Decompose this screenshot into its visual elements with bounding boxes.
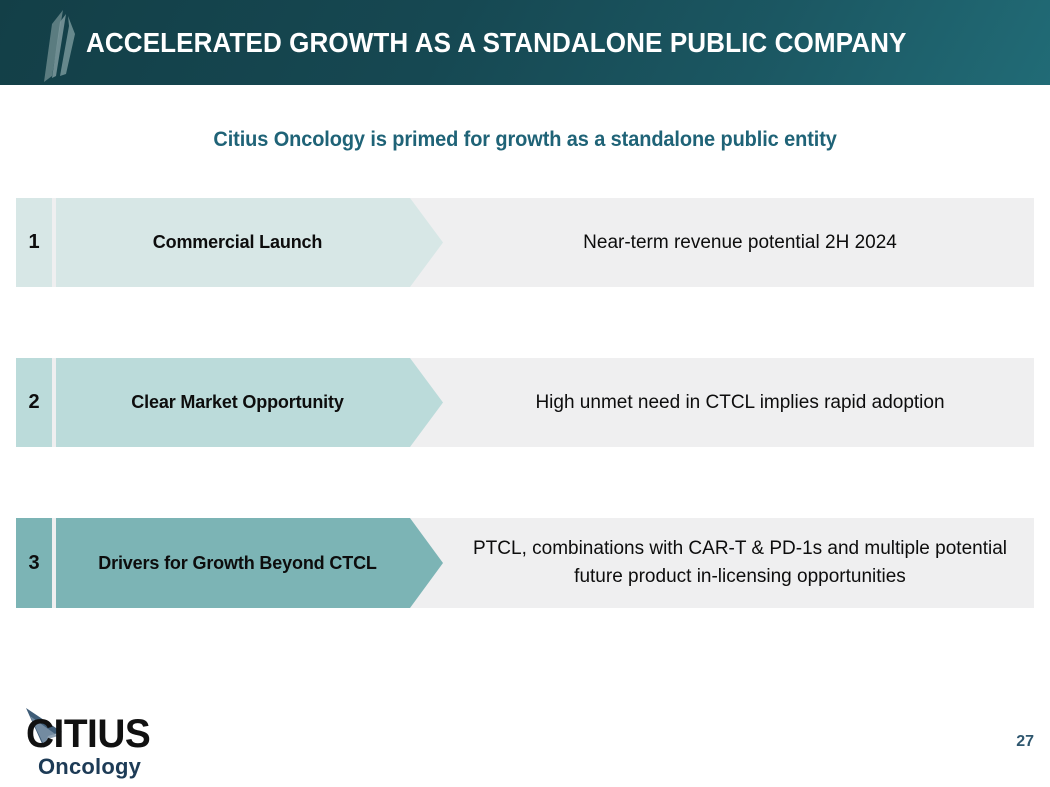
row-description: High unmet need in CTCL implies rapid ad… [535, 391, 945, 413]
row-description: Near-term revenue potential 2H 2024 [583, 231, 897, 253]
slide-header: ACCELERATED GROWTH AS A STANDALONE PUBLI… [0, 0, 1050, 85]
citius-feather-mark-icon [44, 10, 75, 82]
row-chevron-shape: Drivers for Growth Beyond CTCL [56, 518, 443, 608]
content-row: 1 Commercial Launch Near-term revenue po… [16, 198, 1034, 287]
row-title-label: Clear Market Opportunity [131, 392, 344, 412]
row-number-box: 2 [16, 358, 52, 447]
content-row: 2 Clear Market Opportunity High unmet ne… [16, 358, 1034, 447]
row-number-box: 1 [16, 198, 52, 287]
row-number-label: 2 [28, 391, 40, 413]
footer-brand-name: CITIUS [26, 712, 151, 756]
row-description: PTCL, combinations with CAR-T & PD-1s an… [473, 538, 1007, 587]
row-chevron-shape: Commercial Launch [56, 198, 443, 287]
row-title-label: Commercial Launch [152, 232, 323, 252]
row-title-label: Drivers for Growth Beyond CTCL [98, 552, 377, 573]
row-chevron-shape: Clear Market Opportunity [56, 358, 443, 447]
content-row: 3 Drivers for Growth Beyond CTCL PTCL, c… [16, 518, 1034, 608]
citius-swoosh-icon [26, 708, 62, 748]
row-number-label: 1 [28, 231, 40, 253]
footer-brand-sub: Oncology [38, 754, 142, 779]
row-number-box: 3 [16, 518, 52, 608]
page-title: ACCELERATED GROWTH AS A STANDALONE PUBLI… [86, 27, 907, 58]
slide-subtitle: Citius Oncology is primed for growth as … [0, 128, 1050, 152]
row-number-label: 3 [28, 551, 40, 574]
slide-subtitle-text: Citius Oncology is primed for growth as … [213, 128, 837, 151]
page-number: 27 [1016, 733, 1034, 750]
